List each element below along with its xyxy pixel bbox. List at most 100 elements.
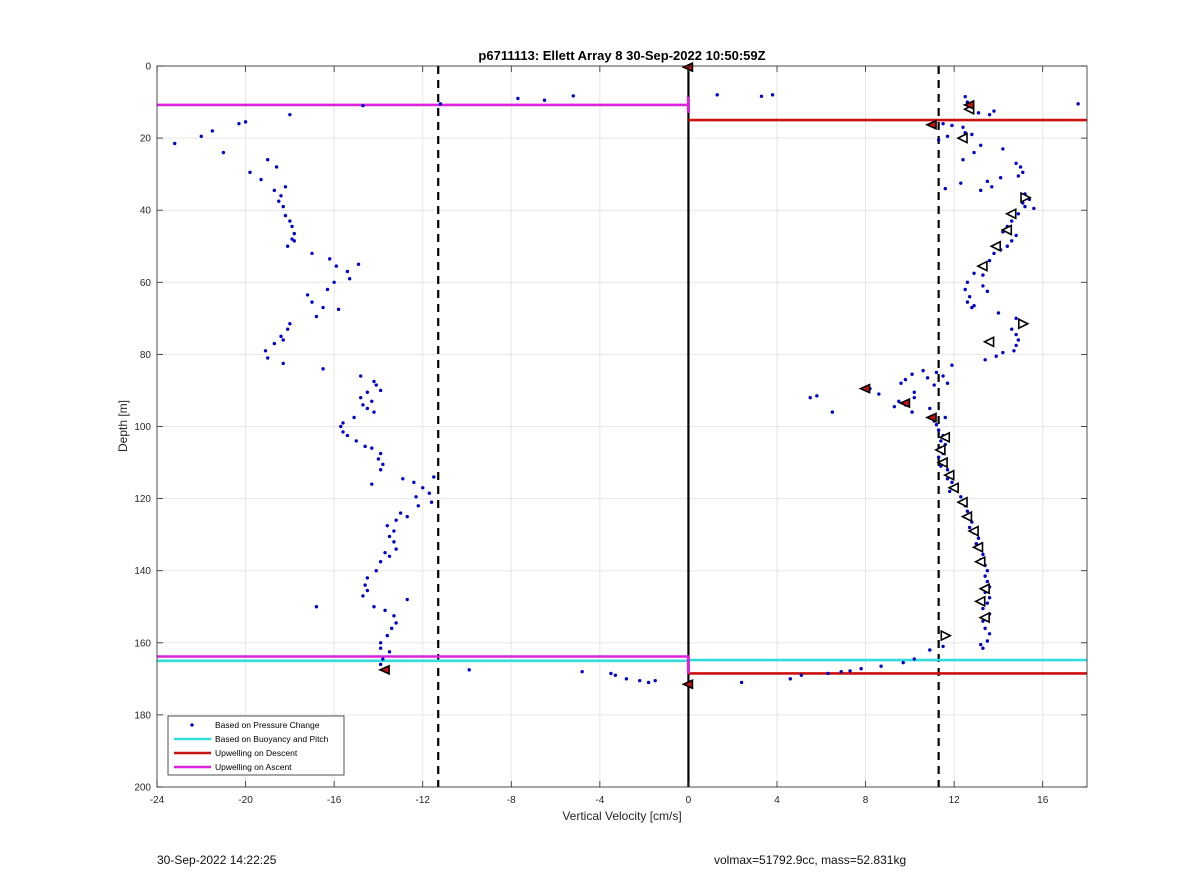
pressure-point (361, 103, 365, 108)
pressure-point (1010, 327, 1014, 331)
pressure-point (336, 307, 341, 312)
pressure-point (830, 410, 835, 414)
pressure-point (826, 671, 830, 676)
pressure-point (950, 123, 954, 128)
pressure-point (936, 138, 941, 142)
pressure-point (412, 480, 416, 485)
pressure-point (985, 569, 990, 573)
pressure-point (356, 262, 361, 266)
triangle-marker (938, 431, 951, 444)
triangle-marker (956, 132, 968, 144)
pressure-point (974, 541, 978, 546)
pressure-point (943, 415, 947, 420)
pressure-point (613, 673, 618, 677)
pressure-point (378, 468, 383, 472)
pressure-point (363, 583, 367, 587)
y-tick-label: 140 (134, 566, 151, 577)
pressure-point (985, 639, 990, 643)
x-axis-label: Vertical Velocity [cm/s] (562, 809, 681, 823)
pressure-point (992, 109, 996, 113)
y-tick-label: 40 (140, 206, 152, 217)
y-tick-label: 180 (134, 710, 151, 721)
pressure-point (374, 569, 378, 573)
pressure-point (994, 354, 998, 358)
pressure-point (996, 311, 1001, 315)
triangle-marker (982, 335, 995, 348)
pressure-point (715, 93, 719, 97)
pressure-point (992, 251, 996, 256)
pressure-point (934, 370, 939, 375)
pressure-point (981, 606, 985, 611)
pressure-point (910, 372, 914, 376)
legend-label: Upwelling on Ascent (215, 762, 292, 772)
pressure-point (365, 390, 370, 394)
descent-marker (898, 397, 911, 409)
triangle-marker (971, 541, 984, 554)
pressure-point (963, 94, 967, 99)
pressure-point (970, 132, 974, 137)
descent-marker (962, 99, 975, 111)
pressure-point (987, 258, 992, 263)
pressure-point (372, 605, 376, 609)
pressure-point (1021, 170, 1025, 175)
pressure-point (961, 158, 965, 162)
y-tick-label: 20 (140, 134, 152, 145)
triangle-marker (942, 469, 955, 481)
pressure-point (1016, 212, 1021, 216)
pressure-point (259, 177, 263, 182)
pressure-point (979, 143, 983, 148)
triangle-marker (1017, 317, 1030, 330)
pressure-point (370, 482, 374, 486)
pressure-point (248, 170, 252, 175)
pressure-point (941, 121, 945, 126)
pressure-point (427, 491, 432, 495)
pressure-point (341, 421, 345, 425)
pressure-point (383, 550, 387, 555)
pressure-point (939, 464, 943, 468)
pressure-point (580, 669, 584, 674)
pressure-point (398, 511, 403, 515)
pressure-point (288, 322, 292, 326)
pressure-point (363, 444, 367, 449)
pressure-point (352, 415, 356, 420)
pressure-point (394, 518, 398, 522)
pressure-point (912, 657, 916, 661)
pressure-point (210, 129, 215, 133)
pressure-point (1023, 204, 1027, 209)
legend-dot (190, 723, 194, 727)
descent-marker (858, 383, 871, 394)
pressure-point (934, 422, 939, 427)
y-tick-label: 200 (134, 783, 151, 794)
pressure-point (987, 596, 992, 600)
pressure-point (571, 94, 575, 98)
pressure-point (281, 204, 285, 209)
pressure-point (983, 574, 987, 578)
pressure-point (941, 374, 945, 378)
pressure-point (1014, 332, 1018, 337)
pressure-point (1001, 350, 1005, 355)
pressure-point (1005, 244, 1009, 248)
pressure-point (963, 287, 967, 292)
pressure-point (943, 186, 947, 191)
descent-marker (925, 412, 937, 423)
pressure-point (359, 374, 363, 378)
pressure-point (374, 383, 378, 387)
pressure-point (347, 276, 352, 281)
pressure-point (961, 125, 965, 129)
pressure-point (272, 341, 277, 346)
pressure-point (314, 605, 319, 609)
pressure-point (314, 314, 319, 319)
pressure-point (892, 404, 897, 409)
pressure-point (288, 112, 292, 117)
pressure-point (387, 650, 392, 654)
pressure-point (467, 668, 471, 672)
pressure-point (839, 669, 843, 674)
pressure-point (365, 576, 370, 580)
upwelling-lines (157, 96, 1087, 675)
pressure-point (370, 446, 374, 450)
pressure-point (339, 424, 343, 429)
pressure-point (378, 641, 383, 645)
pressure-point (266, 158, 270, 162)
pressure-point (279, 194, 283, 198)
